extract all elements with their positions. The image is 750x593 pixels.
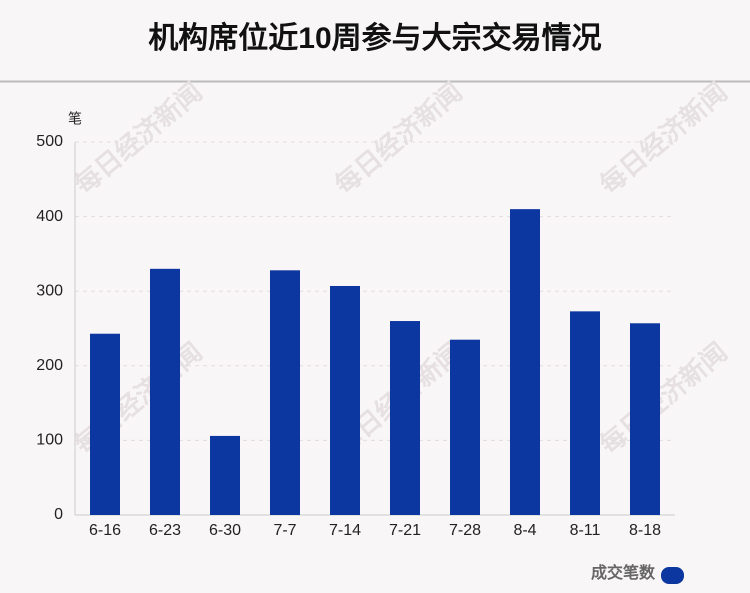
legend-label: 成交笔数: [591, 563, 656, 582]
bar: [210, 435, 240, 515]
x-tick-label: 7-21: [389, 522, 421, 539]
bar: [510, 209, 540, 515]
watermark: 每日经济新闻: [329, 77, 468, 200]
x-tick-label: 8-4: [513, 522, 536, 539]
x-tick-label: 6-30: [209, 522, 241, 539]
x-tick-label: 8-18: [629, 522, 661, 539]
watermark: 每日经济新闻: [69, 77, 208, 200]
x-tick-label: 7-14: [329, 522, 361, 539]
y-axis-label: 笔: [68, 111, 82, 127]
bar: [270, 270, 300, 515]
x-tick-label: 7-28: [449, 522, 481, 539]
bar: [330, 285, 360, 515]
bar: [390, 321, 420, 515]
bar: [450, 339, 480, 515]
y-tick-label: 400: [36, 208, 63, 225]
x-tick-label: 6-16: [89, 522, 121, 539]
chart-title: 机构席位近10周参与大宗交易情况: [148, 21, 601, 55]
x-tick-label: 8-11: [570, 522, 601, 539]
bar: [90, 333, 120, 515]
y-tick-label: 300: [36, 282, 63, 299]
x-tick-label: 7-7: [273, 522, 296, 539]
y-tick-label: 0: [54, 506, 63, 523]
watermark: 每日经济新闻: [594, 337, 733, 460]
y-tick-label: 500: [36, 133, 63, 150]
bar: [150, 268, 180, 515]
watermark: 每日经济新闻: [69, 337, 208, 460]
x-tick-label: 6-23: [149, 522, 181, 539]
y-tick-label: 100: [36, 432, 63, 449]
watermark: 每日经济新闻: [594, 77, 733, 200]
y-tick-label: 200: [36, 357, 63, 374]
bar: [630, 323, 660, 515]
legend-swatch: [661, 567, 684, 584]
bar: [570, 311, 600, 515]
